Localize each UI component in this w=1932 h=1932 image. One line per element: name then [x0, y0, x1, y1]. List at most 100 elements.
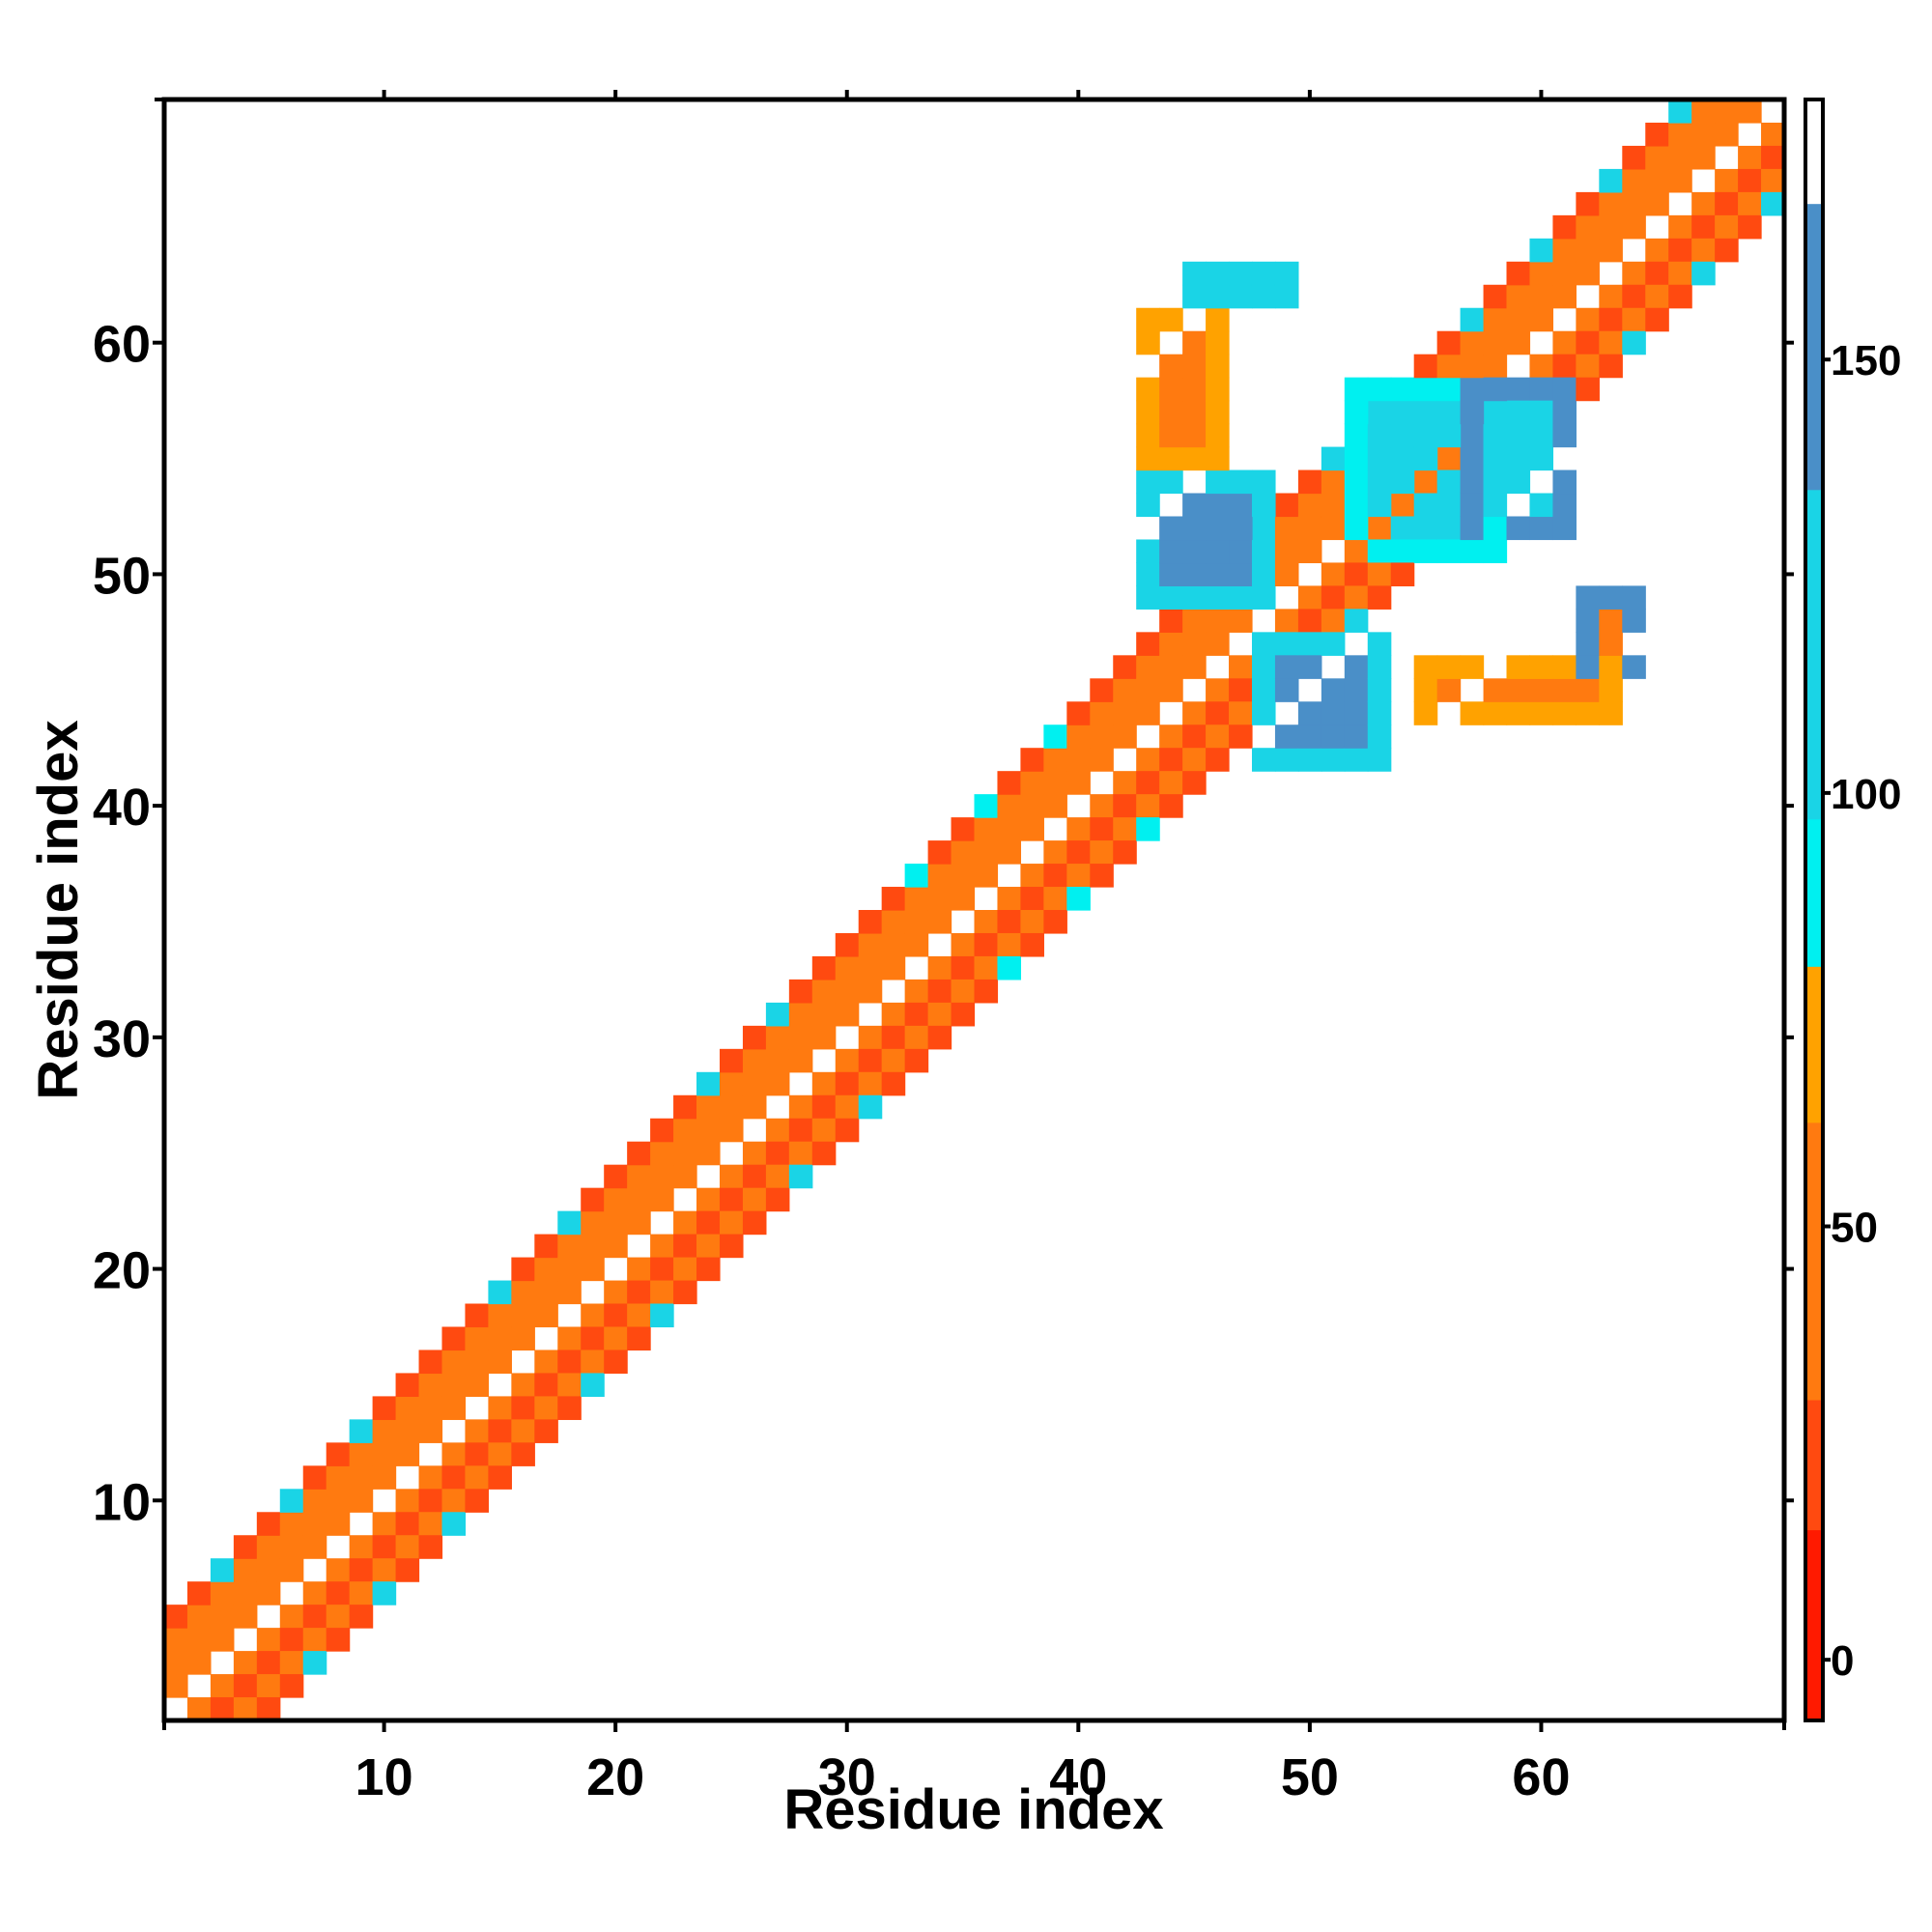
heatmap-cell: [557, 1257, 582, 1282]
heatmap-cell: [1738, 191, 1762, 216]
heatmap-cell: [1691, 191, 1716, 216]
heatmap-cell: [511, 1257, 535, 1282]
heatmap-cell: [256, 1628, 281, 1652]
heatmap-cell: [1066, 771, 1091, 795]
heatmap-cell: [1182, 655, 1207, 679]
heatmap-cell: [858, 1025, 883, 1050]
heatmap-cell: [627, 1326, 651, 1351]
heatmap-cell: [1483, 284, 1508, 309]
heatmap-cell: [1136, 377, 1160, 402]
heatmap-cell: [811, 1094, 837, 1120]
heatmap-cell: [927, 955, 952, 980]
heatmap-cell: [581, 1350, 605, 1375]
heatmap-cell: [1691, 214, 1716, 240]
heatmap-cell: [1274, 748, 1299, 772]
heatmap-cell: [696, 1141, 721, 1166]
heatmap-cell: [1229, 678, 1253, 702]
heatmap-cell: [1090, 678, 1114, 702]
colorbar-tick-label: 50: [1831, 1205, 1878, 1252]
heatmap-cell: [164, 1605, 188, 1629]
heatmap-cell: [650, 1234, 674, 1259]
heatmap-cell: [1552, 678, 1577, 702]
colorbar-band: [1805, 966, 1823, 1123]
heatmap-cell: [604, 1234, 628, 1259]
heatmap-cell: [233, 1651, 258, 1675]
heatmap-cell: [673, 1234, 697, 1259]
heatmap-cell: [1136, 748, 1160, 772]
heatmap-cell: [1206, 423, 1230, 448]
heatmap-cell: [1576, 678, 1600, 702]
heatmap-cell: [534, 1396, 558, 1420]
heatmap-cell: [719, 1048, 744, 1073]
heatmap-cell: [418, 1512, 443, 1536]
heatmap-cell: [1529, 354, 1554, 379]
heatmap-cell: [1251, 284, 1276, 309]
heatmap-cell: [279, 1489, 304, 1513]
heatmap-cell: [511, 1396, 535, 1420]
heatmap-cell: [326, 1605, 351, 1629]
heatmap-cell: [1436, 354, 1462, 379]
heatmap-cell: [1229, 284, 1253, 309]
heatmap-cell: [233, 1674, 258, 1698]
heatmap-cell: [372, 1535, 397, 1559]
heatmap-cell: [1436, 446, 1462, 471]
heatmap-cell: [1599, 307, 1623, 332]
heatmap-cell: [719, 1164, 744, 1189]
heatmap-cell: [1182, 330, 1207, 355]
heatmap-cell: [1159, 354, 1183, 379]
heatmap-cell: [1529, 655, 1554, 679]
heatmap-cell: [1413, 539, 1438, 564]
heatmap-cell: [418, 1465, 443, 1490]
heatmap-cell: [1020, 887, 1044, 911]
heatmap-cell: [210, 1697, 235, 1721]
heatmap-cell: [1206, 539, 1230, 564]
heatmap-cell: [210, 1558, 235, 1582]
heatmap-cell: [511, 1303, 535, 1328]
heatmap-cell: [581, 1234, 605, 1259]
heatmap-cell: [881, 887, 906, 911]
heatmap-cell: [1413, 516, 1438, 541]
heatmap-cell: [1182, 400, 1207, 425]
heatmap-cell: [465, 1419, 489, 1443]
heatmap-cell: [1715, 99, 1739, 124]
heatmap-cell: [581, 1373, 605, 1397]
heatmap-cell: [233, 1605, 258, 1629]
heatmap-cell: [1576, 238, 1600, 263]
heatmap-cell: [372, 1419, 397, 1443]
heatmap-cell: [1251, 493, 1276, 518]
heatmap-cell: [1552, 261, 1577, 286]
heatmap-cell: [1668, 238, 1692, 263]
heatmap-cell: [1229, 655, 1253, 679]
heatmap-cell: [1552, 423, 1577, 448]
heatmap-cell: [1206, 284, 1230, 309]
heatmap-cell: [1066, 701, 1091, 725]
heatmap-cell: [1506, 377, 1531, 402]
heatmap-cell: [465, 1442, 489, 1466]
heatmap-cell: [1182, 423, 1207, 448]
heatmap-cell: [1206, 261, 1230, 286]
heatmap-cell: [719, 1118, 744, 1143]
heatmap-cell: [788, 1094, 813, 1120]
heatmap-cell: [1460, 493, 1485, 518]
heatmap-cell: [604, 1210, 628, 1236]
y-tick-label: 20: [93, 1242, 151, 1300]
heatmap-cell: [1182, 748, 1207, 772]
heatmap-cell: [1136, 446, 1160, 471]
heatmap-cell: [1413, 446, 1438, 471]
heatmap-cell: [1136, 585, 1160, 610]
heatmap-cell: [1367, 701, 1392, 725]
heatmap-cell: [835, 979, 860, 1004]
heatmap-cell: [1367, 423, 1392, 448]
x-tick-label: 60: [1512, 1748, 1570, 1806]
heatmap-cell: [1159, 632, 1183, 656]
heatmap-cell: [1645, 261, 1669, 286]
heatmap-cell: [1113, 771, 1137, 795]
heatmap-cell: [1274, 655, 1299, 679]
heatmap-cell: [835, 955, 860, 980]
heatmap-cell: [696, 1094, 721, 1120]
heatmap-cell: [1390, 562, 1415, 586]
heatmap-cell: [1367, 446, 1392, 471]
heatmap-cell: [1090, 724, 1114, 749]
heatmap-cell: [1182, 284, 1207, 309]
heatmap-cell: [1344, 516, 1369, 541]
